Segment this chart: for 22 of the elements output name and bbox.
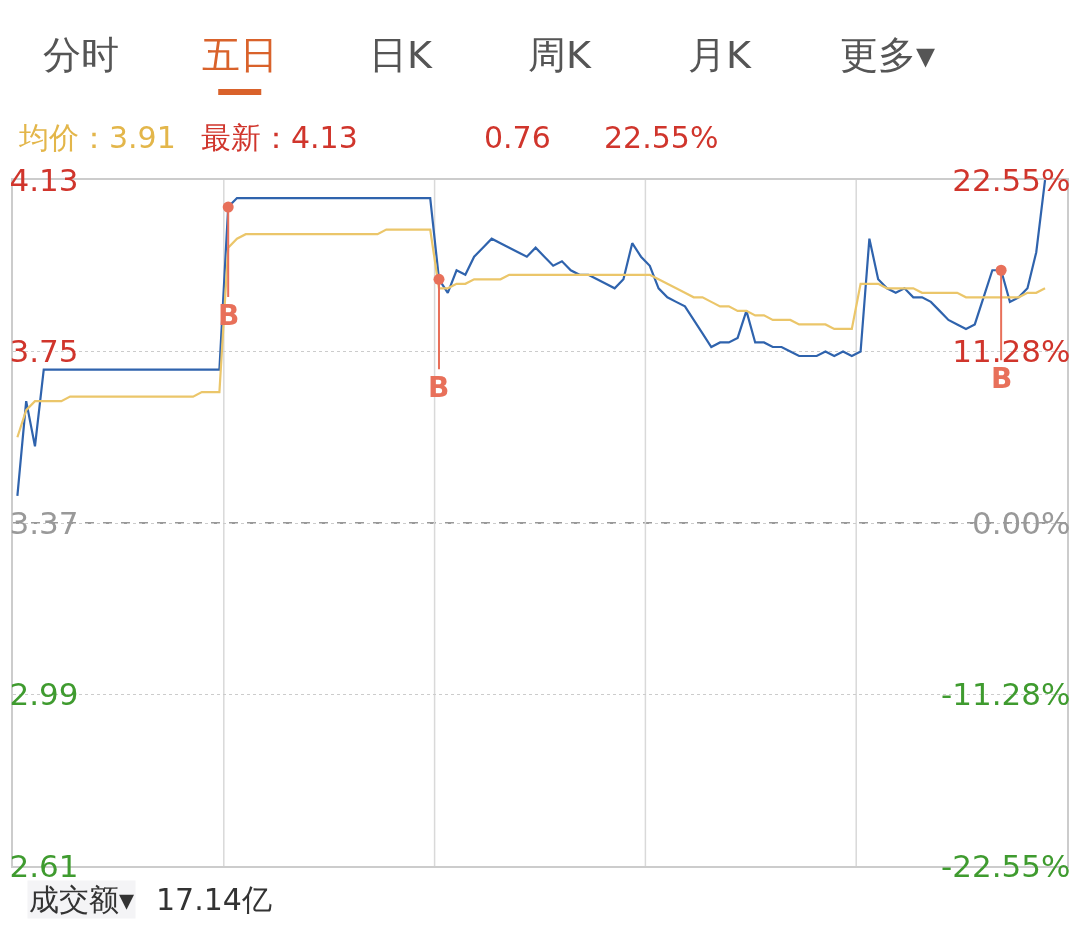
text: 最新：4.13 bbox=[201, 120, 358, 155]
y-tick-label: 2.61 bbox=[9, 847, 79, 884]
text: 22.55% bbox=[604, 120, 719, 155]
annotation: B bbox=[428, 371, 450, 404]
text: 分时 bbox=[43, 33, 119, 77]
y-tick-label: 4.13 bbox=[9, 161, 79, 198]
text: 0.76 bbox=[484, 120, 551, 155]
y-tick-label: 3.37 bbox=[9, 504, 79, 541]
text: 日K bbox=[369, 33, 433, 77]
text: 周K bbox=[528, 33, 592, 77]
y2-tick-label: -22.55% bbox=[941, 847, 1071, 884]
text: 成交额▾ bbox=[29, 882, 135, 917]
y2-tick-label: -11.28% bbox=[941, 676, 1071, 713]
y-tick-label: 3.75 bbox=[9, 333, 79, 370]
y2-tick-label: 0.00% bbox=[971, 504, 1071, 541]
text: 五日 bbox=[202, 33, 278, 77]
text: 月K bbox=[688, 33, 752, 77]
text: 均价：3.91 bbox=[18, 120, 176, 155]
text: 更多▾ bbox=[840, 33, 936, 77]
y-tick-label: 2.99 bbox=[9, 676, 79, 713]
y2-tick-label: 22.55% bbox=[952, 161, 1071, 198]
text: 17.14亿 bbox=[156, 882, 272, 917]
